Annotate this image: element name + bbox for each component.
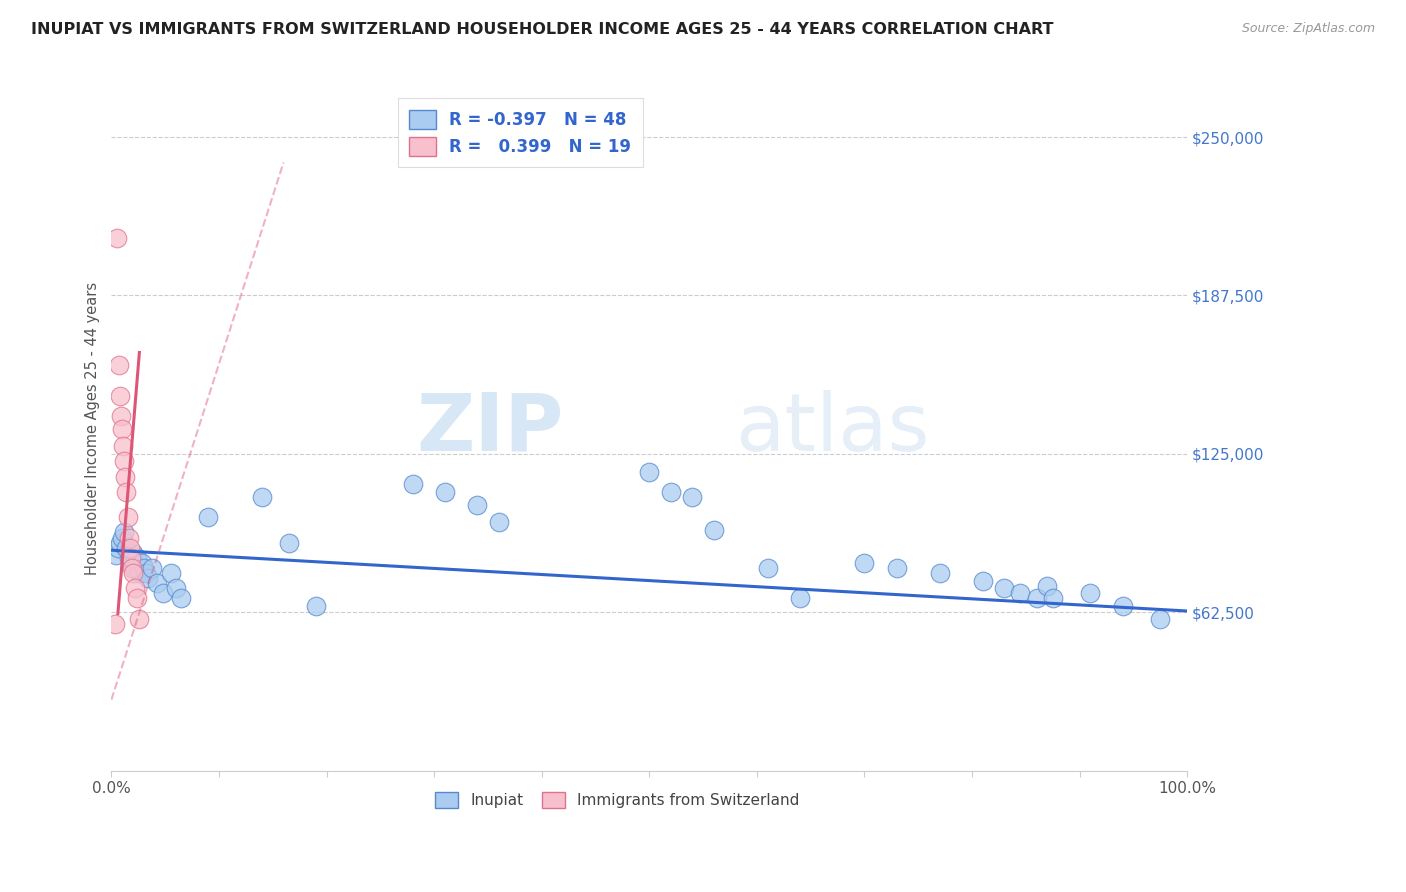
Point: [122, 546, 145, 560]
Point: [128, 612, 150, 626]
Point: [108, 388, 131, 402]
Point: [401, 477, 423, 491]
Point: [170, 591, 193, 606]
Point: [159, 566, 181, 580]
Point: [756, 561, 779, 575]
Point: [145, 576, 167, 591]
Point: [128, 566, 150, 580]
Text: ZIP: ZIP: [416, 390, 564, 467]
Point: [277, 535, 299, 549]
Point: [638, 465, 661, 479]
Point: [1080, 586, 1102, 600]
Point: [115, 484, 138, 499]
Point: [141, 561, 163, 575]
Point: [886, 561, 908, 575]
Point: [488, 516, 510, 530]
Point: [152, 586, 174, 600]
Point: [107, 541, 129, 555]
Point: [136, 571, 159, 585]
Point: [112, 454, 135, 468]
Point: [993, 581, 1015, 595]
Point: [111, 531, 134, 545]
Point: [117, 550, 139, 565]
Point: [465, 498, 488, 512]
Point: [104, 548, 127, 562]
Point: [108, 358, 131, 372]
Point: [972, 574, 994, 588]
Point: [105, 231, 128, 245]
Point: [108, 535, 131, 549]
Point: [305, 599, 328, 613]
Point: [928, 566, 950, 580]
Point: [1025, 591, 1047, 606]
Text: Source: ZipAtlas.com: Source: ZipAtlas.com: [1241, 22, 1375, 36]
Legend: Inupiat, Immigrants from Switzerland: Inupiat, Immigrants from Switzerland: [429, 786, 806, 814]
Point: [120, 556, 142, 570]
Point: [1042, 591, 1064, 606]
Point: [250, 490, 273, 504]
Point: [1149, 612, 1171, 626]
Point: [124, 561, 146, 575]
Point: [124, 581, 146, 595]
Point: [681, 490, 703, 504]
Point: [135, 566, 157, 580]
Point: [1111, 599, 1133, 613]
Point: [127, 550, 149, 565]
Point: [197, 510, 219, 524]
Point: [120, 550, 142, 565]
Point: [121, 561, 143, 575]
Point: [110, 409, 132, 423]
Point: [104, 616, 127, 631]
Point: [131, 556, 153, 570]
Point: [112, 439, 135, 453]
Point: [117, 531, 139, 545]
Point: [853, 556, 876, 570]
Y-axis label: Householder Income Ages 25 - 44 years: Householder Income Ages 25 - 44 years: [86, 282, 100, 575]
Point: [165, 581, 187, 595]
Point: [114, 469, 136, 483]
Point: [112, 525, 135, 540]
Point: [433, 484, 456, 499]
Point: [789, 591, 811, 606]
Text: INUPIAT VS IMMIGRANTS FROM SWITZERLAND HOUSEHOLDER INCOME AGES 25 - 44 YEARS COR: INUPIAT VS IMMIGRANTS FROM SWITZERLAND H…: [31, 22, 1053, 37]
Point: [132, 561, 155, 575]
Point: [111, 421, 134, 435]
Point: [122, 566, 145, 580]
Point: [117, 510, 139, 524]
Point: [703, 523, 725, 537]
Point: [1010, 586, 1032, 600]
Point: [118, 541, 141, 555]
Point: [1036, 579, 1059, 593]
Text: atlas: atlas: [735, 390, 929, 467]
Point: [127, 591, 149, 606]
Point: [659, 484, 682, 499]
Point: [115, 541, 138, 555]
